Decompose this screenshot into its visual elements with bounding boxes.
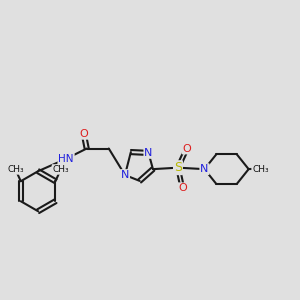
Text: CH₃: CH₃: [252, 165, 269, 174]
Text: N: N: [144, 148, 153, 158]
Text: N: N: [200, 164, 209, 174]
Text: N: N: [121, 170, 129, 180]
Text: S: S: [174, 161, 182, 174]
Text: O: O: [182, 143, 191, 154]
Text: CH₃: CH₃: [7, 165, 24, 174]
Text: O: O: [178, 183, 187, 193]
Text: HN: HN: [58, 154, 74, 164]
Text: CH₃: CH₃: [52, 165, 69, 174]
Text: O: O: [80, 129, 88, 139]
